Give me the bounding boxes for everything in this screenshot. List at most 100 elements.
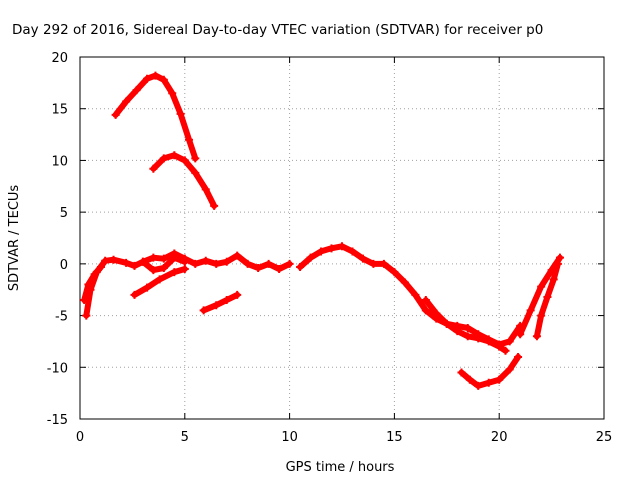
data-point-marker (514, 352, 523, 361)
series-group (80, 71, 564, 390)
y-axis-label: SDTVAR / TECUs (7, 185, 22, 292)
data-point-marker (149, 266, 158, 275)
data-point-marker (191, 154, 200, 163)
trace-lower-left (81, 264, 104, 304)
data-point-marker (285, 259, 294, 268)
data-point-marker (516, 330, 525, 339)
x-tick-label: 5 (181, 430, 189, 445)
data-point-marker (84, 280, 93, 289)
data-point-marker (233, 290, 242, 299)
data-point-marker (159, 75, 168, 84)
data-point-marker (505, 365, 514, 374)
data-point-marker (80, 296, 89, 305)
data-point-marker (180, 156, 189, 165)
axis-ticks: 0 5 10 15 20 25 -15 -10 -5 0 5 10 15 20 (47, 51, 613, 445)
data-point-marker (191, 168, 200, 177)
trace-main-right (297, 243, 524, 348)
plot-frame (79, 56, 605, 420)
data-point-marker (484, 337, 493, 346)
data-point-marker (159, 154, 168, 163)
data-point-marker (96, 262, 105, 271)
data-point-marker (143, 283, 152, 292)
data-point-marker (168, 89, 177, 98)
data-point-marker (338, 242, 346, 251)
data-point-marker (201, 185, 210, 194)
data-point-marker (82, 311, 91, 320)
data-point-marker (463, 332, 472, 341)
data-point-marker (457, 368, 466, 377)
data-point-marker (101, 256, 110, 265)
data-point-marker (369, 259, 378, 268)
data-point-marker (222, 296, 231, 305)
data-point-marker (474, 334, 483, 343)
data-point-marker (264, 259, 273, 268)
y-tick-label: 10 (51, 154, 68, 169)
data-point-marker (212, 301, 221, 310)
data-point-marker (130, 290, 139, 299)
y-tick-label: -15 (47, 413, 68, 428)
y-tick-label: 15 (51, 103, 68, 118)
data-point-marker (537, 282, 546, 291)
data-point-marker (526, 306, 535, 315)
data-point-marker (122, 258, 131, 267)
data-point-marker (180, 257, 189, 266)
data-point-marker (501, 346, 510, 355)
x-tick-label: 25 (596, 430, 613, 445)
trace-low-segment (200, 291, 241, 314)
data-point-marker (170, 151, 179, 160)
data-point-marker (138, 257, 147, 266)
data-point-marker (254, 263, 263, 272)
trace-main-left (83, 250, 293, 319)
y-tick-label: -5 (55, 310, 68, 325)
data-point-marker (199, 306, 208, 315)
data-point-marker (155, 275, 164, 284)
data-point-marker (317, 247, 326, 256)
data-point-marker (453, 327, 462, 336)
data-point-marker (176, 109, 185, 118)
x-tick-label: 10 (281, 430, 298, 445)
data-point-marker (170, 268, 179, 277)
data-point-marker (390, 268, 399, 277)
data-point-marker (537, 311, 546, 320)
data-point-marker (130, 261, 139, 270)
data-point-marker (222, 257, 231, 266)
data-point-marker (421, 306, 430, 315)
data-point-marker (180, 265, 189, 274)
x-tick-label: 0 (76, 430, 84, 445)
data-point-marker (151, 71, 160, 80)
data-point-marker (306, 253, 315, 262)
x-tick-label: 15 (386, 430, 403, 445)
data-point-marker (149, 164, 158, 173)
data-point-marker (275, 265, 284, 274)
data-point-marker (143, 74, 152, 83)
data-point-marker (184, 135, 193, 144)
data-point-marker (465, 375, 474, 384)
data-point-marker (553, 259, 562, 268)
data-point-marker (90, 270, 99, 279)
data-point-marker (159, 254, 168, 263)
data-point-marker (549, 275, 558, 284)
trace-upper-arc (112, 72, 199, 162)
data-point-marker (201, 256, 210, 265)
data-point-marker (442, 319, 451, 328)
data-point-marker (555, 253, 564, 262)
data-point-marker (122, 97, 131, 106)
data-point-marker (212, 259, 221, 268)
trace-middle-arc (150, 152, 218, 209)
data-point-marker (210, 201, 219, 210)
data-point-marker (159, 263, 168, 272)
data-point-marker (379, 259, 388, 268)
data-point-marker (463, 323, 472, 332)
x-tick-label: 20 (491, 430, 508, 445)
data-point-marker (191, 259, 200, 268)
data-point-marker (132, 86, 141, 95)
y-tick-label: 20 (51, 51, 68, 66)
chart-title: Day 292 of 2016, Sidereal Day-to-day VTE… (12, 22, 543, 38)
data-point-marker (411, 290, 420, 299)
data-point-marker (505, 337, 514, 346)
data-point-marker (495, 342, 504, 351)
data-point-marker (432, 309, 441, 318)
data-point-marker (296, 262, 305, 271)
y-tick-label: 0 (60, 258, 68, 273)
